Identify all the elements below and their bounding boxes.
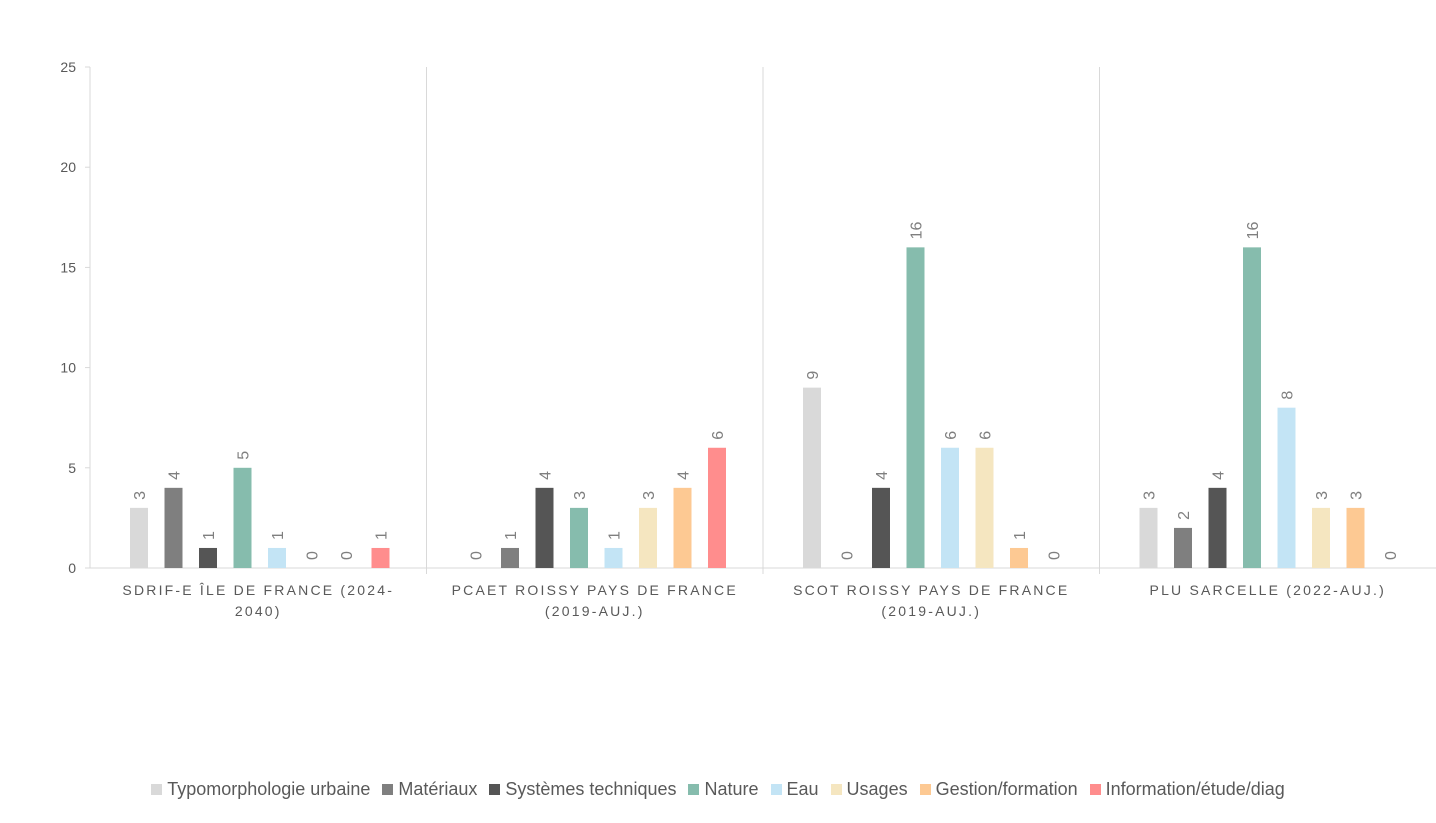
- legend-item: Usages: [830, 779, 908, 800]
- data-label: 4: [874, 471, 891, 480]
- legend-swatch: [1089, 784, 1101, 795]
- legend-item: Gestion/formation: [919, 779, 1078, 800]
- bar: [1277, 407, 1296, 568]
- data-label: 1: [503, 531, 520, 540]
- bar: [941, 447, 959, 568]
- legend-label: Gestion/formation: [935, 779, 1078, 799]
- bar: [501, 547, 519, 568]
- bar: [535, 487, 554, 568]
- data-label: 8: [1280, 391, 1297, 400]
- bar: [1312, 507, 1330, 568]
- bar: [371, 547, 390, 568]
- legend-item: Eau: [770, 779, 819, 800]
- data-label: 3: [1314, 491, 1331, 500]
- bar: [1010, 547, 1028, 568]
- data-label: 6: [710, 431, 727, 440]
- data-label: 5: [236, 451, 253, 460]
- data-label: 1: [201, 531, 218, 540]
- bar: [1139, 507, 1158, 568]
- legend-label: Usages: [846, 779, 908, 799]
- legend-swatch: [770, 784, 782, 795]
- bar: [1346, 507, 1365, 568]
- bar: [199, 547, 217, 568]
- bar: [975, 447, 994, 568]
- data-label: 3: [1142, 491, 1159, 500]
- bar: [673, 487, 692, 568]
- data-label: 16: [909, 221, 926, 239]
- data-label: 0: [840, 551, 857, 560]
- legend: Typomorphologie urbaine Matériaux Systèmes…: [0, 779, 1436, 800]
- data-label: 4: [167, 471, 184, 480]
- data-label: 1: [270, 531, 287, 540]
- legend-swatch: [830, 784, 842, 795]
- data-label: 4: [538, 471, 555, 480]
- data-label: 4: [1211, 471, 1228, 480]
- data-label: 6: [978, 431, 995, 440]
- y-tick-label: 5: [68, 460, 76, 476]
- x-tick-label: (2019-AUJ.): [545, 603, 645, 619]
- legend-label: Typomorphologie urbaine: [167, 779, 371, 799]
- data-label: 0: [339, 551, 356, 560]
- legend-swatch: [151, 784, 163, 795]
- legend-item: Information/étude/diag: [1089, 779, 1285, 800]
- data-label: 1: [607, 531, 624, 540]
- bar: [639, 507, 657, 568]
- bar: [803, 387, 821, 568]
- data-label: 3: [641, 491, 658, 500]
- y-tick-label: 15: [60, 259, 76, 275]
- x-tick-label: (2019-AUJ.): [881, 603, 981, 619]
- legend-label: Systèmes techniques: [505, 779, 677, 799]
- data-label: 0: [469, 551, 486, 560]
- bar: [872, 487, 890, 568]
- legend-label: Matériaux: [398, 779, 478, 799]
- legend-swatch: [382, 784, 394, 795]
- data-label: 0: [1383, 551, 1400, 560]
- legend-label: Information/étude/diag: [1105, 779, 1285, 799]
- bar: [1174, 527, 1192, 568]
- bar: [1243, 247, 1261, 569]
- legend-swatch: [489, 784, 501, 795]
- x-tick-label: PLU SARCELLE (2022-AUJ.): [1150, 582, 1386, 598]
- data-label: 2: [1176, 511, 1193, 520]
- data-label: 0: [1047, 551, 1064, 560]
- x-tick-label: PCAET ROISSY PAYS DE FRANCE: [452, 582, 738, 598]
- legend-item: Matériaux: [382, 779, 477, 800]
- bar: [1208, 487, 1227, 568]
- data-label: 3: [572, 491, 589, 500]
- data-label: 0: [305, 551, 322, 560]
- x-tick-label: 2040): [235, 603, 282, 619]
- legend-label: Eau: [786, 779, 819, 799]
- data-label: 16: [1245, 221, 1262, 239]
- bar: [268, 547, 286, 568]
- y-tick-label: 20: [60, 159, 76, 175]
- data-label: 1: [1012, 531, 1029, 540]
- bar: [570, 507, 588, 568]
- bar: [130, 507, 148, 568]
- data-label: 3: [132, 491, 149, 500]
- bar: [906, 247, 925, 569]
- data-label: 6: [943, 431, 960, 440]
- legend-item: Systèmes techniques: [489, 779, 676, 800]
- y-tick-label: 10: [60, 360, 76, 376]
- bar: [233, 467, 252, 568]
- y-tick-label: 25: [60, 59, 76, 75]
- data-label: 4: [676, 471, 693, 480]
- bar: [604, 547, 623, 568]
- data-label: 1: [374, 531, 391, 540]
- legend-item: Typomorphologie urbaine: [151, 779, 370, 800]
- y-tick-label: 0: [68, 560, 76, 576]
- data-label: 3: [1349, 491, 1366, 500]
- x-tick-label: SDRIF-E ÎLE DE FRANCE (2024-: [122, 582, 394, 598]
- x-tick-label: SCOT ROISSY PAYS DE FRANCE: [793, 582, 1069, 598]
- bar: [708, 447, 726, 568]
- legend-item: Nature: [688, 779, 759, 800]
- legend-label: Nature: [704, 779, 759, 799]
- legend-swatch: [919, 784, 931, 795]
- data-label: 9: [805, 371, 822, 380]
- legend-swatch: [688, 784, 700, 795]
- bar: [164, 487, 183, 568]
